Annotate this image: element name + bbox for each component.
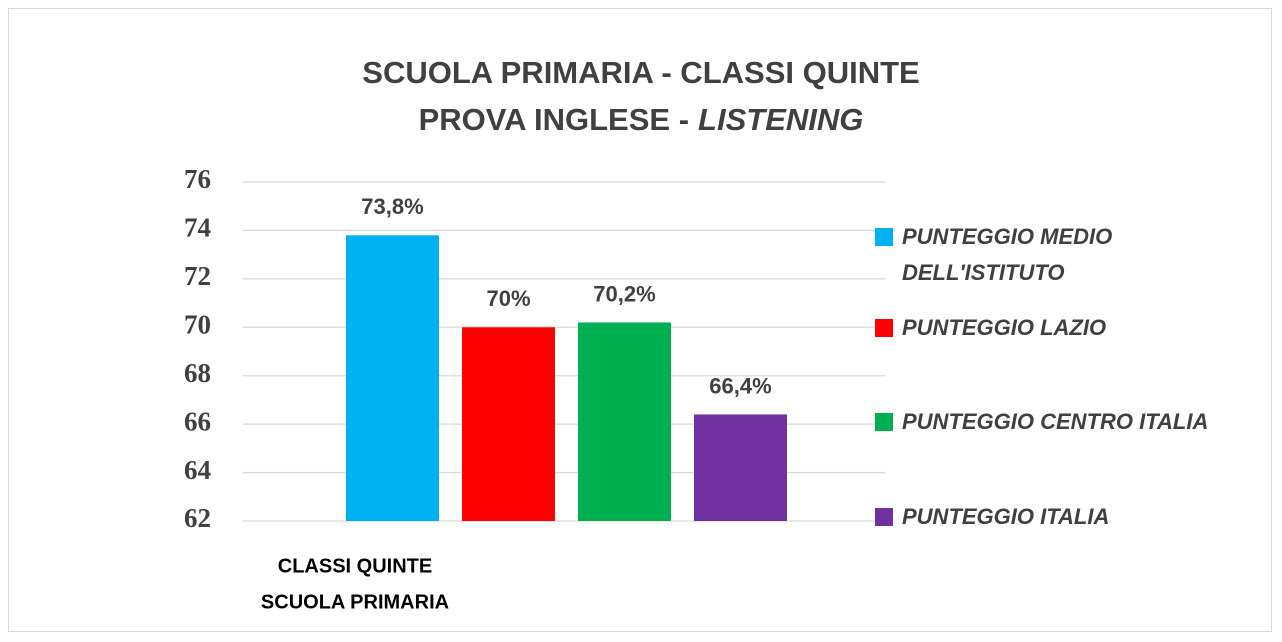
y-tick-label: 66 <box>184 406 211 436</box>
value-label: 70% <box>486 286 530 311</box>
chart-frame <box>8 8 1272 632</box>
chart-title-part: LISTENING <box>698 102 863 137</box>
legend-swatch <box>875 508 893 526</box>
bar <box>462 327 555 521</box>
bar <box>346 235 439 521</box>
y-tick-label: 68 <box>184 358 211 388</box>
bar <box>694 414 787 521</box>
y-tick-label: 74 <box>184 213 211 243</box>
legend-item: PUNTEGGIO LAZIO <box>875 310 1275 346</box>
y-tick-label: 72 <box>184 261 211 291</box>
legend-swatch <box>875 228 893 246</box>
chart-title: SCUOLA PRIMARIA - CLASSI QUINTE <box>362 55 919 90</box>
chart-title: PROVA INGLESE - LISTENING <box>419 102 864 137</box>
legend-item: PUNTEGGIO ITALIA <box>875 499 1275 535</box>
value-label: 66,4% <box>709 373 771 398</box>
legend-label: PUNTEGGIO LAZIO <box>902 315 1107 340</box>
legend-label: PUNTEGGIO MEDIO DELL'ISTITUTO <box>902 224 1113 285</box>
y-tick-label: 62 <box>184 503 211 533</box>
legend-item: PUNTEGGIO MEDIO DELL'ISTITUTO <box>875 219 1165 291</box>
legend-label: PUNTEGGIO ITALIA <box>902 504 1110 529</box>
y-tick-label: 76 <box>184 164 211 194</box>
x-tick-label: SCUOLA PRIMARIA <box>261 591 449 613</box>
legend-item: PUNTEGGIO CENTRO ITALIA <box>875 404 1275 440</box>
chart-title-part: PROVA INGLESE - <box>419 102 689 137</box>
y-tick-label: 64 <box>184 455 211 485</box>
y-tick-label: 70 <box>184 309 211 339</box>
legend-label: PUNTEGGIO CENTRO ITALIA <box>902 409 1209 434</box>
value-label: 70,2% <box>593 281 655 306</box>
x-tick-label: CLASSI QUINTE <box>278 555 432 577</box>
bar <box>578 322 671 521</box>
value-label: 73,8% <box>361 194 423 219</box>
legend-swatch <box>875 413 893 431</box>
legend-swatch <box>875 319 893 337</box>
